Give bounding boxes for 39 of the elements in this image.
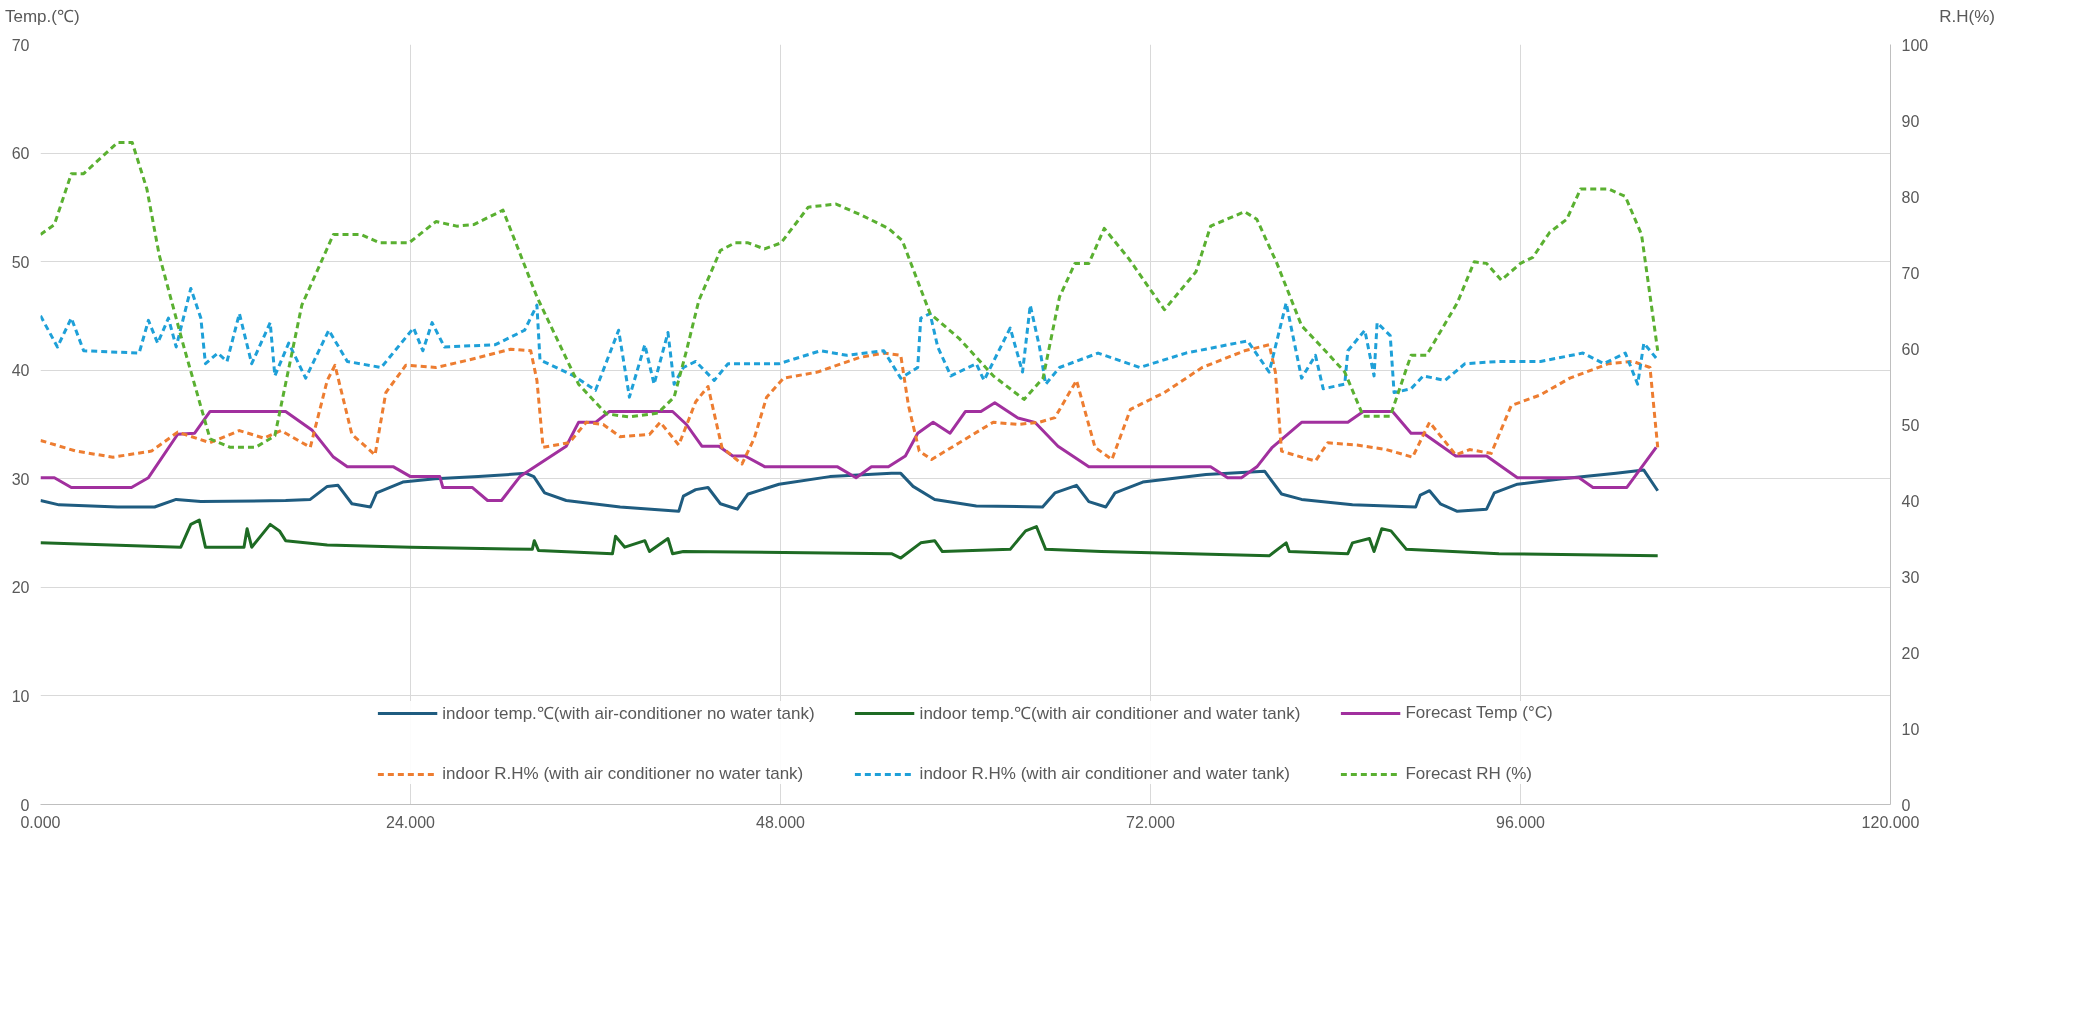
y2-axis-title: R.H(%) (1939, 6, 1995, 28)
y2-tick-label: 70 (1901, 264, 1920, 282)
legend-label: Forecast Temp (°C) (1405, 702, 1553, 723)
y2-tick-label: 50 (1901, 416, 1920, 434)
y2-tick-label: 0 (1901, 796, 1911, 814)
line-series (40, 401, 1658, 503)
x-tick-label: 72.000 (1126, 813, 1176, 831)
y-tick-label: 50 (11, 253, 30, 271)
legend-label: indoor temp.℃(with air-conditioner no water tank) (442, 703, 815, 725)
y-tick-label: 30 (11, 471, 30, 489)
y2-tick-label: 90 (1901, 112, 1920, 130)
legend-label: indoor R.H% (with air conditioner no water tank) (442, 764, 804, 785)
y-tick-label: 40 (11, 362, 30, 380)
y-tick-label: 0 (20, 796, 30, 814)
legend-label: indoor temp.℃(with air conditioner and water tank) (919, 703, 1301, 725)
x-tick-label: 96.000 (1496, 813, 1546, 831)
x-tick-label: 24.000 (386, 813, 436, 831)
x-tick-label: 0.000 (20, 813, 61, 831)
y2-tick-label: 60 (1901, 340, 1920, 358)
y2-tick-label: 40 (1901, 492, 1920, 510)
y-axis-title: Temp.(℃) (5, 6, 80, 28)
y-tick-label: 10 (11, 688, 30, 706)
line-series (40, 468, 1660, 514)
line-series (40, 141, 1660, 450)
y2-tick-label: 80 (1901, 188, 1920, 206)
x-tick-label: 120.000 (1861, 813, 1920, 831)
y2-tick-label: 10 (1901, 720, 1920, 738)
line-series (40, 343, 1660, 466)
x-tick-label: 48.000 (756, 813, 806, 831)
y-tick-label: 70 (11, 36, 30, 54)
y2-tick-label: 30 (1901, 568, 1920, 586)
y-tick-label: 60 (11, 145, 30, 163)
y-tick-label: 20 (11, 579, 30, 597)
legend-label: indoor R.H% (with air conditioner and water tank) (919, 764, 1291, 785)
legend-label: Forecast RH (%) (1405, 764, 1532, 785)
line-series (40, 518, 1660, 560)
y2-tick-label: 20 (1901, 644, 1920, 662)
y2-tick-label: 100 (1901, 36, 1929, 54)
line-series (40, 287, 1660, 399)
